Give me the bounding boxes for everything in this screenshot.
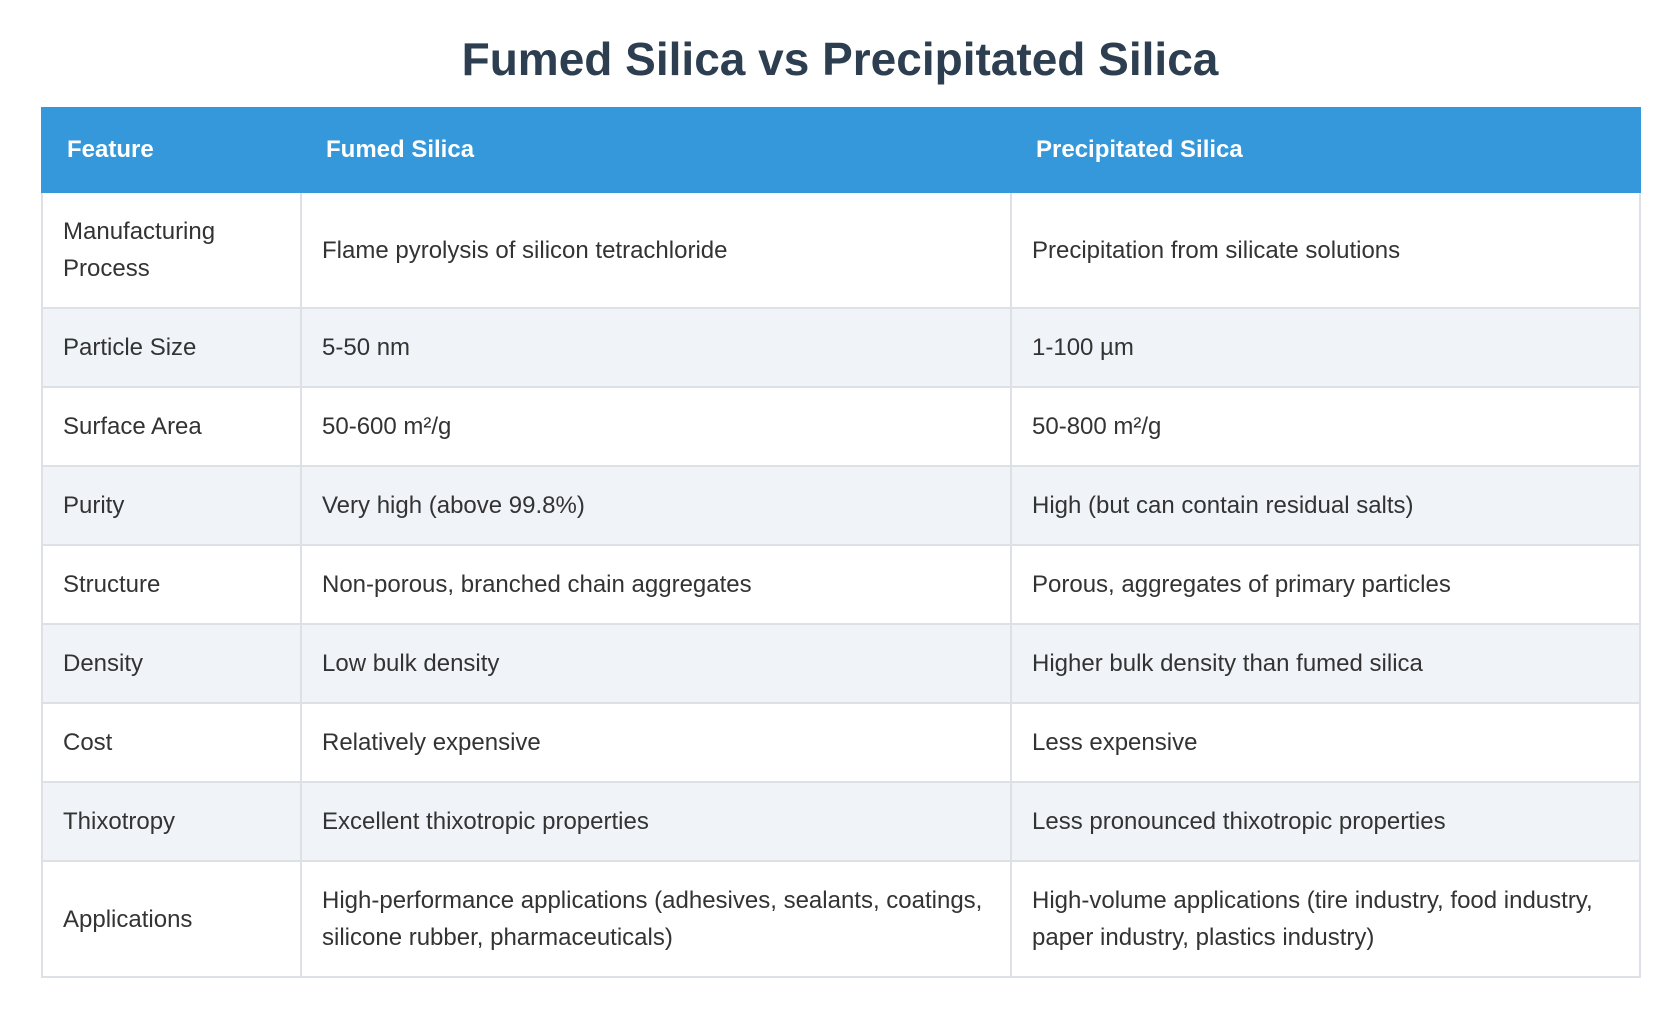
- value-cell: High (but can contain residual salts): [1010, 465, 1641, 546]
- value-cell: Flame pyrolysis of silicon tetrachloride: [300, 191, 1012, 309]
- feature-cell: Applications: [41, 860, 302, 978]
- table-row: Particle Size 5-50 nm 1-100 µm: [41, 307, 1641, 388]
- table-row: Thixotropy Excellent thixotropic properti…: [41, 781, 1641, 862]
- table-body: Manufacturing Process Flame pyrolysis of …: [41, 191, 1641, 978]
- table-row: Purity Very high (above 99.8%) High (but c…: [41, 465, 1641, 546]
- comparison-table: Feature Fumed Silica Precipitated Silica M…: [41, 107, 1641, 978]
- value-cell: Non-porous, branched chain aggregates: [300, 544, 1012, 625]
- table-row: Surface Area 50-600 m²/g 50-800 m²/g: [41, 386, 1641, 467]
- value-cell: 50-600 m²/g: [300, 386, 1012, 467]
- header-cell: Precipitated Silica: [1010, 107, 1641, 193]
- table-row: Density Low bulk density Higher bulk densi…: [41, 623, 1641, 704]
- table-row: Structure Non-porous, branched chain aggr…: [41, 544, 1641, 625]
- value-cell: 5-50 nm: [300, 307, 1012, 388]
- value-cell: Less expensive: [1010, 702, 1641, 783]
- header-row: Feature Fumed Silica Precipitated Silica: [41, 107, 1641, 193]
- value-cell: High-performance applications (adhesives…: [300, 860, 1012, 978]
- table-row: Cost Relatively expensive Less expensive: [41, 702, 1641, 783]
- feature-cell: Structure: [41, 544, 302, 625]
- page-title: Fumed Silica vs Precipitated Silica: [461, 33, 1219, 85]
- value-cell: Porous, aggregates of primary particles: [1010, 544, 1641, 625]
- feature-cell: Density: [41, 623, 302, 704]
- feature-cell: Thixotropy: [41, 781, 302, 862]
- feature-cell: Surface Area: [41, 386, 302, 467]
- value-cell: Low bulk density: [300, 623, 1012, 704]
- table-row: Applications High-performance application…: [41, 860, 1641, 978]
- feature-cell: Particle Size: [41, 307, 302, 388]
- value-cell: 1-100 µm: [1010, 307, 1641, 388]
- value-cell: Relatively expensive: [300, 702, 1012, 783]
- header-cell: Fumed Silica: [300, 107, 1012, 193]
- table-row: Manufacturing Process Flame pyrolysis of …: [41, 191, 1641, 309]
- value-cell: Excellent thixotropic properties: [300, 781, 1012, 862]
- value-cell: 50-800 m²/g: [1010, 386, 1641, 467]
- feature-cell: Manufacturing Process: [41, 191, 302, 309]
- value-cell: Less pronounced thixotropic properties: [1010, 781, 1641, 862]
- value-cell: Higher bulk density than fumed silica: [1010, 623, 1641, 704]
- feature-cell: Purity: [41, 465, 302, 546]
- value-cell: Precipitation from silicate solutions: [1010, 191, 1641, 309]
- value-cell: Very high (above 99.8%): [300, 465, 1012, 546]
- value-cell: High-volume applications (tire industry,…: [1010, 860, 1641, 978]
- header-cell: Feature: [41, 107, 302, 193]
- feature-cell: Cost: [41, 702, 302, 783]
- table-header: Feature Fumed Silica Precipitated Silica: [41, 107, 1641, 193]
